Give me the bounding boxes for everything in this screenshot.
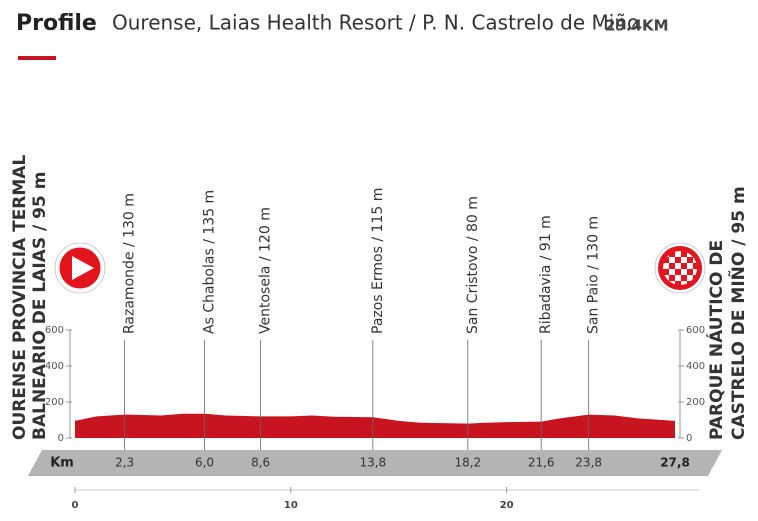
- checker-cell: [663, 263, 669, 269]
- finish-label: CASTRELO DE MIÑO / 95 m: [726, 186, 749, 440]
- checker-cell: [669, 263, 675, 269]
- y-tick-label: 600: [45, 325, 64, 336]
- waypoint-label: Ribadavia / 91 m: [538, 215, 554, 334]
- y-tick-label: 200: [45, 397, 64, 408]
- elevation-area: [75, 413, 675, 438]
- checker-cell: [669, 251, 675, 257]
- km-label: 21,6: [528, 456, 555, 470]
- km-label: 13,8: [359, 456, 386, 470]
- waypoint-label: Razamonde / 130 m: [122, 193, 138, 334]
- checker-cell: [681, 263, 687, 269]
- finish-label: PARQUE NÁUTICO DE: [705, 240, 727, 440]
- checker-cell: [687, 263, 693, 269]
- title-underline: [18, 56, 56, 60]
- km-band: [28, 450, 722, 476]
- start-label: OURENSE PROVINCIA TERMAL: [10, 155, 30, 440]
- km-label: 8,6: [251, 456, 270, 470]
- waypoint-label: San Cristovo / 80 m: [465, 196, 481, 334]
- km-label: 23,8: [575, 456, 602, 470]
- km-label: 18,2: [454, 456, 481, 470]
- y-tick-label: 400: [45, 361, 64, 372]
- checker-cell: [675, 281, 681, 285]
- checker-cell: [675, 263, 681, 269]
- checker-cell: [681, 257, 687, 263]
- checker-cell: [687, 257, 693, 263]
- distance: 29.4KM: [605, 17, 669, 35]
- x-tick-label: 0: [72, 500, 79, 511]
- y2-tick-label: 600: [686, 325, 705, 336]
- checker: [663, 251, 697, 285]
- checker-cell: [681, 281, 687, 285]
- km-label: 2,3: [115, 456, 134, 470]
- x-tick-label: 20: [500, 500, 514, 511]
- checker-cell: [693, 269, 697, 275]
- checker-cell: [681, 275, 687, 281]
- checker-cell: [675, 269, 681, 275]
- km-label: 27,8: [660, 456, 690, 470]
- checker-cell: [675, 257, 681, 263]
- km-title: Km: [50, 456, 74, 471]
- start-icon: [54, 242, 106, 294]
- checker-cell: [669, 281, 675, 285]
- checker-cell: [669, 257, 675, 263]
- checker-cell: [681, 269, 687, 275]
- y2-tick-label: 200: [686, 397, 705, 408]
- checker-cell: [681, 251, 687, 257]
- checker-cell: [675, 275, 681, 281]
- waypoint-label: Pazos Ermos / 115 m: [370, 188, 386, 334]
- finish-icon: [654, 242, 706, 294]
- checker-cell: [687, 275, 693, 281]
- checker-cell: [687, 269, 693, 275]
- y-tick-label: 0: [58, 433, 64, 444]
- waypoint-label: Ventosela / 120 m: [258, 207, 274, 334]
- y2-tick-label: 400: [686, 361, 705, 372]
- checker-cell: [663, 257, 669, 263]
- waypoint-label: As Chabolas / 135 m: [201, 190, 217, 334]
- checker-cell: [669, 275, 675, 281]
- checker-cell: [693, 263, 697, 269]
- subtitle: Ourense, Laias Health Resort / P. N. Cas…: [112, 11, 639, 35]
- chart-title: Profile: [16, 11, 97, 36]
- km-label: 6,0: [195, 456, 214, 470]
- checker-cell: [669, 269, 675, 275]
- start-label: BALNEARIO DE LAIAS / 95 m: [30, 172, 50, 440]
- y2-tick-label: 0: [686, 433, 692, 444]
- waypoint-label: San Paio / 130 m: [586, 216, 602, 334]
- x-tick-label: 10: [284, 500, 298, 511]
- checker-cell: [663, 269, 669, 275]
- checker-cell: [693, 257, 697, 263]
- checker-cell: [675, 251, 681, 257]
